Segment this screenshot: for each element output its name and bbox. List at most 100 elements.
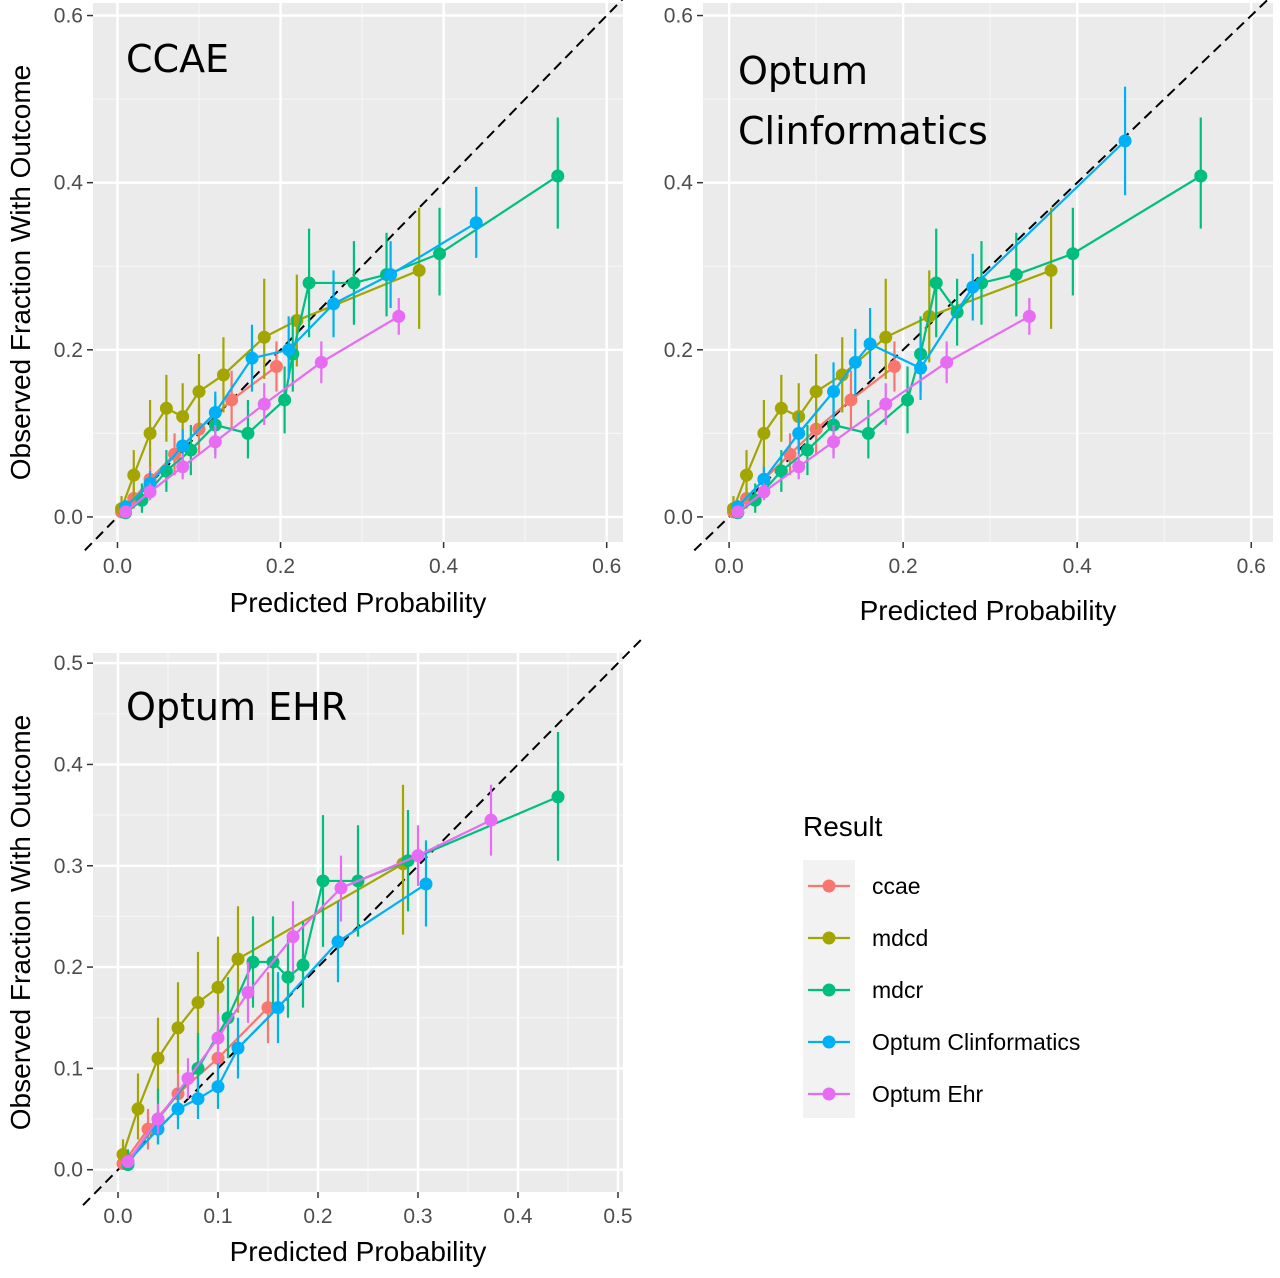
- x-axis-title: Predicted Probability: [230, 1236, 487, 1267]
- legend-label: Optum Clinformatics: [872, 1029, 1080, 1055]
- data-point: [334, 881, 348, 895]
- data-point: [241, 426, 255, 440]
- calibration-panel-3: 0.0 0.1 0.2 0.3 0.4 0.5 0.0 0.1 0.2 0.3 0.4 0.5 Pred…: [5, 637, 644, 1267]
- x-axis-title: Predicted Probability: [230, 587, 487, 618]
- legend-label: ccae: [872, 873, 921, 899]
- x-tick-label: 0.2: [889, 555, 918, 578]
- data-point: [879, 330, 893, 344]
- x-tick-label: 0.1: [203, 1205, 232, 1228]
- series-optum-clinformatics: [119, 186, 483, 514]
- data-point: [966, 280, 980, 294]
- data-point: [809, 385, 823, 399]
- legend-item-mdcd: mdcd: [808, 925, 928, 951]
- panel-label: Optum: [738, 49, 868, 93]
- data-point: [216, 368, 230, 382]
- data-point: [783, 447, 797, 461]
- data-point: [863, 337, 877, 351]
- data-point: [757, 472, 771, 486]
- data-point: [774, 401, 788, 415]
- x-tick-label: 0.2: [303, 1205, 332, 1228]
- x-tick-label: 0.6: [1237, 555, 1266, 578]
- series-optum-ehr: [119, 297, 406, 519]
- x-tick-label: 0.3: [403, 1205, 432, 1228]
- data-point: [327, 297, 341, 311]
- x-tick-label: 0.5: [603, 1205, 632, 1228]
- panel-label: Clinformatics: [738, 109, 988, 153]
- data-point: [171, 1021, 185, 1035]
- data-point: [551, 169, 565, 183]
- legend-key-point: [822, 983, 836, 997]
- y-tick-label: 0.0: [54, 506, 83, 529]
- legend: Result ccae mdcd mdcr Optum Clinformatics Opt…: [803, 811, 1080, 1118]
- y-tick-label: 0.4: [54, 753, 84, 776]
- data-point: [211, 980, 225, 994]
- data-point: [245, 351, 259, 365]
- data-point: [192, 385, 206, 399]
- data-point: [176, 439, 190, 453]
- data-point: [551, 790, 565, 804]
- data-point: [792, 460, 806, 474]
- legend-title: Result: [803, 811, 883, 842]
- legend-label: Optum Ehr: [872, 1081, 984, 1107]
- data-point: [191, 1092, 205, 1106]
- data-point: [901, 393, 915, 407]
- y-tick-label: 0.6: [664, 5, 693, 28]
- data-point: [469, 216, 483, 230]
- data-point: [176, 460, 190, 474]
- y-tick-label: 0.4: [54, 172, 84, 195]
- data-layer: [115, 117, 565, 520]
- data-point: [221, 1011, 235, 1025]
- legend-item-mdcr: mdcr: [808, 977, 923, 1003]
- legend-key-point: [822, 1087, 836, 1101]
- x-axis-title: Predicted Probability: [860, 595, 1117, 626]
- data-point: [241, 985, 255, 999]
- y-tick-label: 0.2: [54, 339, 83, 362]
- data-point: [281, 970, 295, 984]
- data-point: [392, 309, 406, 323]
- legend-item-ccae: ccae: [808, 873, 921, 899]
- data-point: [257, 330, 271, 344]
- data-point: [208, 405, 222, 419]
- data-point: [331, 935, 345, 949]
- data-point: [143, 485, 157, 499]
- data-point: [412, 263, 426, 277]
- x-tick-label: 0.0: [715, 555, 744, 578]
- legend-label: mdcd: [872, 925, 928, 951]
- calibration-panel-1: 0.0 0.2 0.4 0.6 0.0 0.2 0.4 0.6 Predicted Probab…: [5, 0, 624, 618]
- data-point: [879, 397, 893, 411]
- panel-background: [93, 3, 623, 542]
- data-point: [800, 443, 814, 457]
- legend-label: mdcr: [872, 977, 923, 1003]
- data-point: [792, 426, 806, 440]
- legend-item-optum-ehr: Optum Ehr: [808, 1081, 984, 1107]
- data-point: [208, 435, 222, 449]
- data-point: [835, 368, 849, 382]
- panel-label: CCAE: [126, 37, 229, 81]
- data-point: [1194, 169, 1208, 183]
- data-point: [1118, 134, 1132, 148]
- data-point: [141, 1122, 155, 1136]
- data-point: [211, 1080, 225, 1094]
- data-point: [827, 435, 841, 449]
- data-point: [257, 397, 271, 411]
- data-point: [1022, 309, 1036, 323]
- data-point: [740, 468, 754, 482]
- data-point: [119, 505, 133, 519]
- legend-key-point: [822, 1035, 836, 1049]
- data-point: [261, 1001, 275, 1015]
- data-point: [131, 1102, 145, 1116]
- data-point: [191, 1061, 205, 1075]
- data-point: [844, 393, 858, 407]
- legend-item-optum-clinformatics: Optum Clinformatics: [808, 1029, 1080, 1055]
- calibration-panel-2: 0.0 0.2 0.4 0.6 0.0 0.2 0.4 0.6 Predicted Probab…: [664, 0, 1273, 626]
- data-point: [731, 505, 745, 519]
- x-tick-label: 0.4: [503, 1205, 533, 1228]
- data-point: [296, 958, 310, 972]
- data-point: [314, 355, 328, 369]
- series-optum-ehr: [731, 297, 1036, 519]
- data-point: [151, 1051, 165, 1065]
- x-tick-label: 0.2: [266, 555, 295, 578]
- data-point: [774, 464, 788, 478]
- y-axis-title: Observed Fraction With Outcome: [5, 715, 36, 1130]
- data-point: [282, 343, 296, 357]
